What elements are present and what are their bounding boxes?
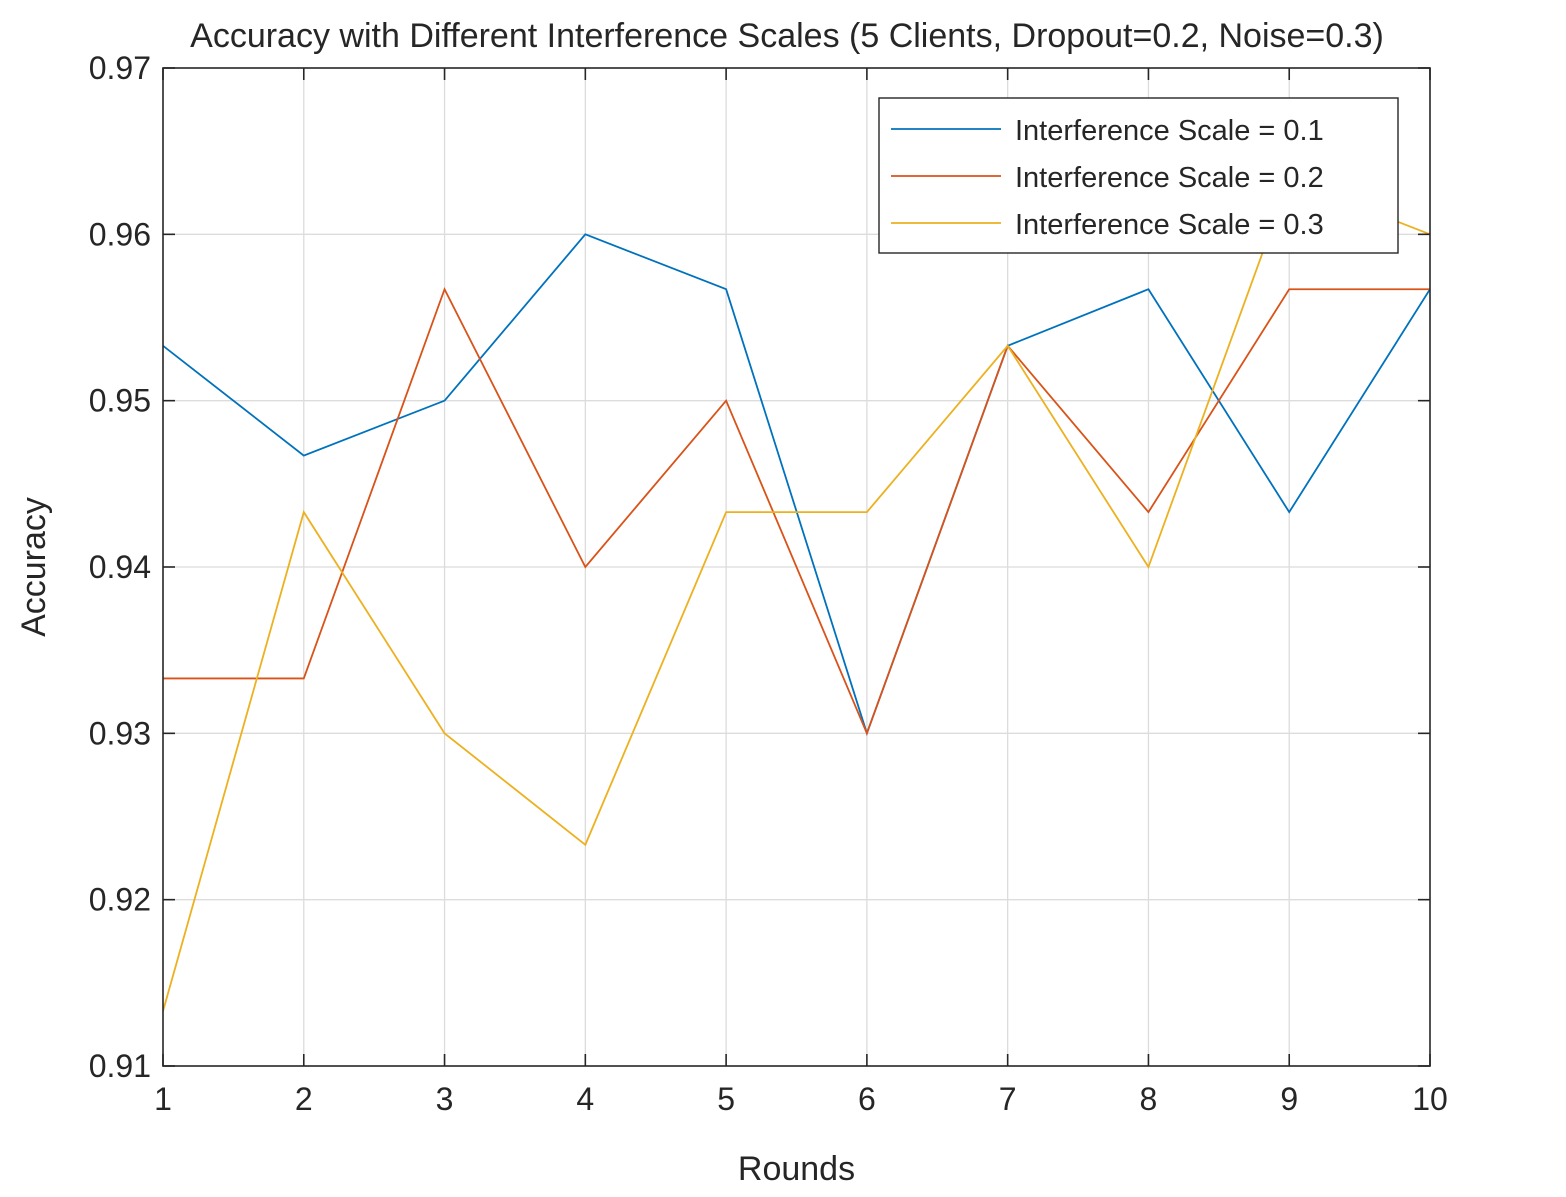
legend-label-3: Interference Scale = 0.3	[1015, 209, 1324, 241]
y-axis-label: Accuracy	[15, 497, 53, 637]
legend-label-1: Interference Scale = 0.1	[1015, 115, 1324, 147]
legend-label-2: Interference Scale = 0.2	[1015, 162, 1324, 194]
y-tick-label: 0.94	[89, 549, 151, 585]
x-tick-label: 1	[154, 1081, 172, 1117]
x-axis-label: Rounds	[738, 1150, 855, 1188]
y-tick-label: 0.92	[89, 882, 151, 918]
series-line-2	[163, 286, 1430, 736]
x-tick-label: 5	[717, 1081, 735, 1117]
x-tick-label: 3	[436, 1081, 454, 1117]
x-tick-label: 6	[858, 1081, 876, 1117]
x-tick-label: 8	[1140, 1081, 1158, 1117]
x-tick-label: 7	[999, 1081, 1017, 1117]
y-tick-label: 0.95	[89, 383, 151, 419]
ticks: 1 2 3 4 5 6 7 8 9 10 0.91 0.92 0.93 0.94 0.95 0.96 0.97	[89, 50, 1448, 1117]
series-line-3	[163, 178, 1430, 1012]
y-tick-label: 0.97	[89, 50, 151, 86]
y-tick-label: 0.91	[89, 1048, 151, 1084]
y-tick-label: 0.93	[89, 715, 151, 751]
x-tick-label: 4	[576, 1081, 594, 1117]
series-line-1	[163, 233, 1430, 737]
series-group	[163, 178, 1430, 1012]
legend: Interference Scale = 0.1 Interference Sca…	[878, 97, 1399, 254]
chart-title: Accuracy with Different Interference Sca…	[190, 17, 1384, 55]
x-tick-label: 2	[295, 1081, 313, 1117]
x-tick-label: 9	[1280, 1081, 1298, 1117]
x-tick-label: 10	[1412, 1081, 1448, 1117]
y-tick-label: 0.96	[89, 216, 151, 252]
